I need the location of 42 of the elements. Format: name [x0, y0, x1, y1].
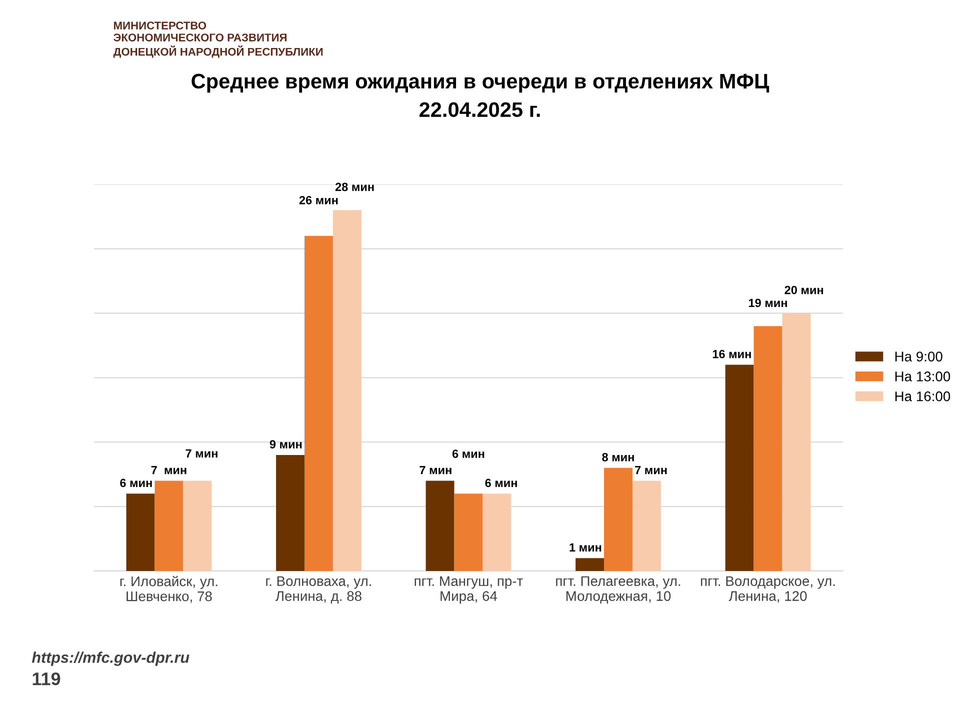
data-label: 28 мин	[335, 182, 374, 192]
data-label: 16 мин	[712, 350, 751, 358]
data-label: 7 мин	[635, 466, 667, 474]
text: https://mfc.gov-dpr.ru	[32, 652, 190, 666]
bar	[754, 326, 782, 571]
bar	[426, 480, 454, 571]
data-label: 20 мин	[784, 286, 824, 294]
bar	[276, 454, 304, 571]
bar	[454, 494, 483, 571]
bar	[482, 494, 512, 571]
x-tick-label: г. Иловайск, ул. Шевченко, 78	[120, 576, 218, 603]
data-label: 8 мин	[602, 452, 634, 462]
x-tick-label: пгт. Володарское, ул. Ленина, 120	[700, 576, 835, 603]
legend-label: На 9:00	[895, 352, 942, 362]
bar	[604, 468, 632, 571]
chart-title: Среднее время ожидания в очереди в отделениях МФЦ 22.04.2025 г.	[192, 74, 770, 118]
text: МИНИСТЕРСТВО ЭКОНОМИЧЕСКОГО РАЗВИТИЯ ДОНЕЦКОЙ НАРОДНОЙ РЕСПУБЛИКИ	[113, 22, 323, 58]
bar	[782, 313, 811, 571]
bar	[576, 558, 604, 571]
bar	[632, 480, 661, 571]
bar	[725, 364, 754, 571]
data-label: 1 мин	[570, 543, 602, 552]
bar	[183, 480, 212, 571]
data-label: 6 мин	[120, 478, 152, 488]
x-tick-label: г. Волноваха, ул. Ленина, д. 88	[266, 576, 371, 604]
data-label: 9 мин	[270, 440, 302, 448]
data-label: 6 мин	[452, 450, 484, 458]
x-tick-label: пгт. Пелагеевка, ул. Молодежная, 10	[556, 576, 680, 604]
x-tick-label: пгт. Мангуш, пр-т Мира, 64	[414, 576, 523, 604]
bar	[154, 480, 184, 571]
bar	[304, 236, 333, 571]
data-label: 6 мин	[485, 478, 517, 488]
data-label: 26 мин	[299, 196, 338, 204]
data-label: 7 мин	[151, 466, 186, 474]
data-label: 7 мин	[420, 466, 452, 474]
bar	[126, 494, 155, 571]
legend-label: На 13:00	[895, 372, 950, 382]
data-label: 7 мин	[186, 449, 218, 458]
text: 119	[32, 672, 60, 686]
legend-label: На 16:00	[895, 391, 950, 402]
data-label: 19 мин	[748, 298, 787, 308]
bar	[332, 210, 362, 571]
